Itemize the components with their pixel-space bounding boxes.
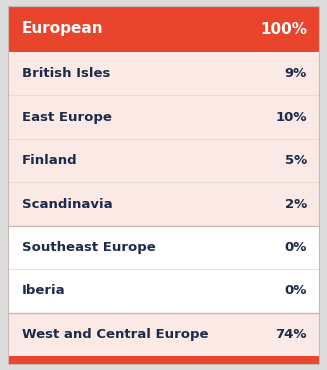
- Text: Scandinavia: Scandinavia: [22, 198, 112, 211]
- Text: 5%: 5%: [285, 154, 307, 167]
- Bar: [8, 269, 319, 313]
- Text: 0%: 0%: [284, 285, 307, 297]
- Text: 9%: 9%: [285, 67, 307, 80]
- Bar: [8, 356, 319, 364]
- Text: 2%: 2%: [285, 198, 307, 211]
- Text: British Isles: British Isles: [22, 67, 111, 80]
- Bar: [8, 6, 319, 52]
- Text: Iberia: Iberia: [22, 285, 66, 297]
- Text: 0%: 0%: [284, 241, 307, 254]
- Bar: [8, 139, 319, 182]
- Text: West and Central Europe: West and Central Europe: [22, 328, 209, 341]
- Text: Southeast Europe: Southeast Europe: [22, 241, 156, 254]
- Text: 10%: 10%: [276, 111, 307, 124]
- Bar: [8, 226, 319, 269]
- Bar: [8, 182, 319, 226]
- Text: 100%: 100%: [260, 21, 307, 37]
- Bar: [8, 52, 319, 95]
- Bar: [8, 313, 319, 356]
- Bar: [8, 95, 319, 139]
- Text: East Europe: East Europe: [22, 111, 112, 124]
- Text: European: European: [22, 21, 104, 37]
- Text: Finland: Finland: [22, 154, 77, 167]
- Text: 74%: 74%: [276, 328, 307, 341]
